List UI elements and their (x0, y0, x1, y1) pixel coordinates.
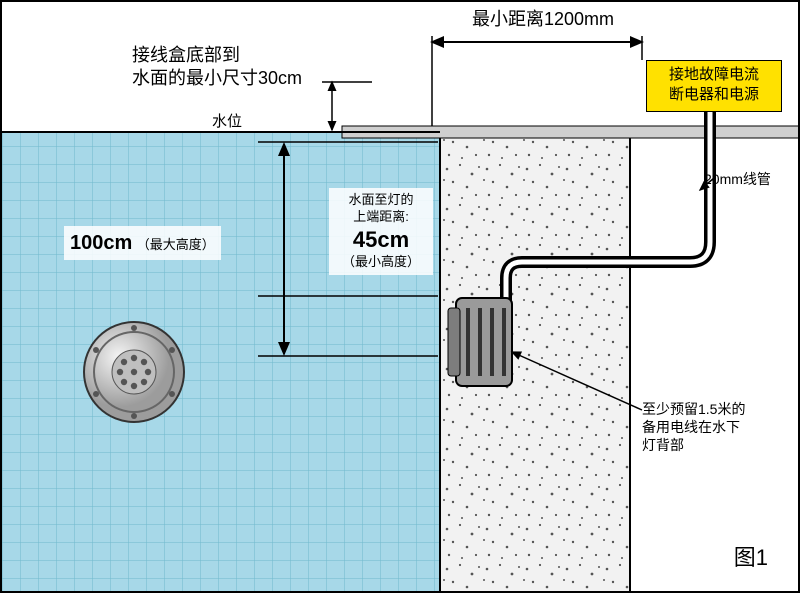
min-height-line2: 上端距离: (335, 209, 427, 226)
min-height-line1: 水面至灯的 (335, 192, 427, 209)
gfci-box: 接地故障电流 断电器和电源 (646, 60, 782, 112)
max-height-label: 100cm （最大高度） (64, 226, 221, 260)
gfci-line1: 接地故障电流 (647, 65, 781, 85)
reserve-line2: 备用电线在水下 (642, 418, 745, 436)
reserve-cable-label: 至少预留1.5米的 备用电线在水下 灯背部 (642, 400, 745, 455)
min-height-line3: （最小高度） (335, 254, 427, 271)
min-height-value: 45cm (335, 226, 427, 255)
conduit-label: 20mm线管 (704, 170, 771, 188)
max-height-value: 100cm (70, 232, 132, 254)
installation-diagram: 最小距离1200mm 接线盒底部到 水面的最小尺寸30cm 水位 100cm （… (0, 0, 800, 593)
junction-box-note-line2: 水面的最小尺寸30cm (132, 67, 302, 90)
light-niche (448, 298, 512, 386)
gfci-line2: 断电器和电源 (647, 85, 781, 105)
pool-light (84, 322, 184, 422)
top-dimension-arrow (432, 36, 642, 126)
reserve-line1: 至少预留1.5米的 (642, 400, 745, 418)
min-height-info: 水面至灯的 上端距离: 45cm （最小高度） (329, 188, 433, 275)
reserve-line3: 灯背部 (642, 436, 745, 454)
junction-box-note-line1: 接线盒底部到 (132, 44, 302, 67)
top-dimension-label: 最小距离1200mm (472, 8, 614, 31)
max-height-note: （最大高度） (137, 237, 215, 252)
junction-box-note: 接线盒底部到 水面的最小尺寸30cm (132, 44, 302, 91)
water-level-label: 水位 (212, 112, 242, 132)
figure-label: 图1 (734, 544, 768, 573)
